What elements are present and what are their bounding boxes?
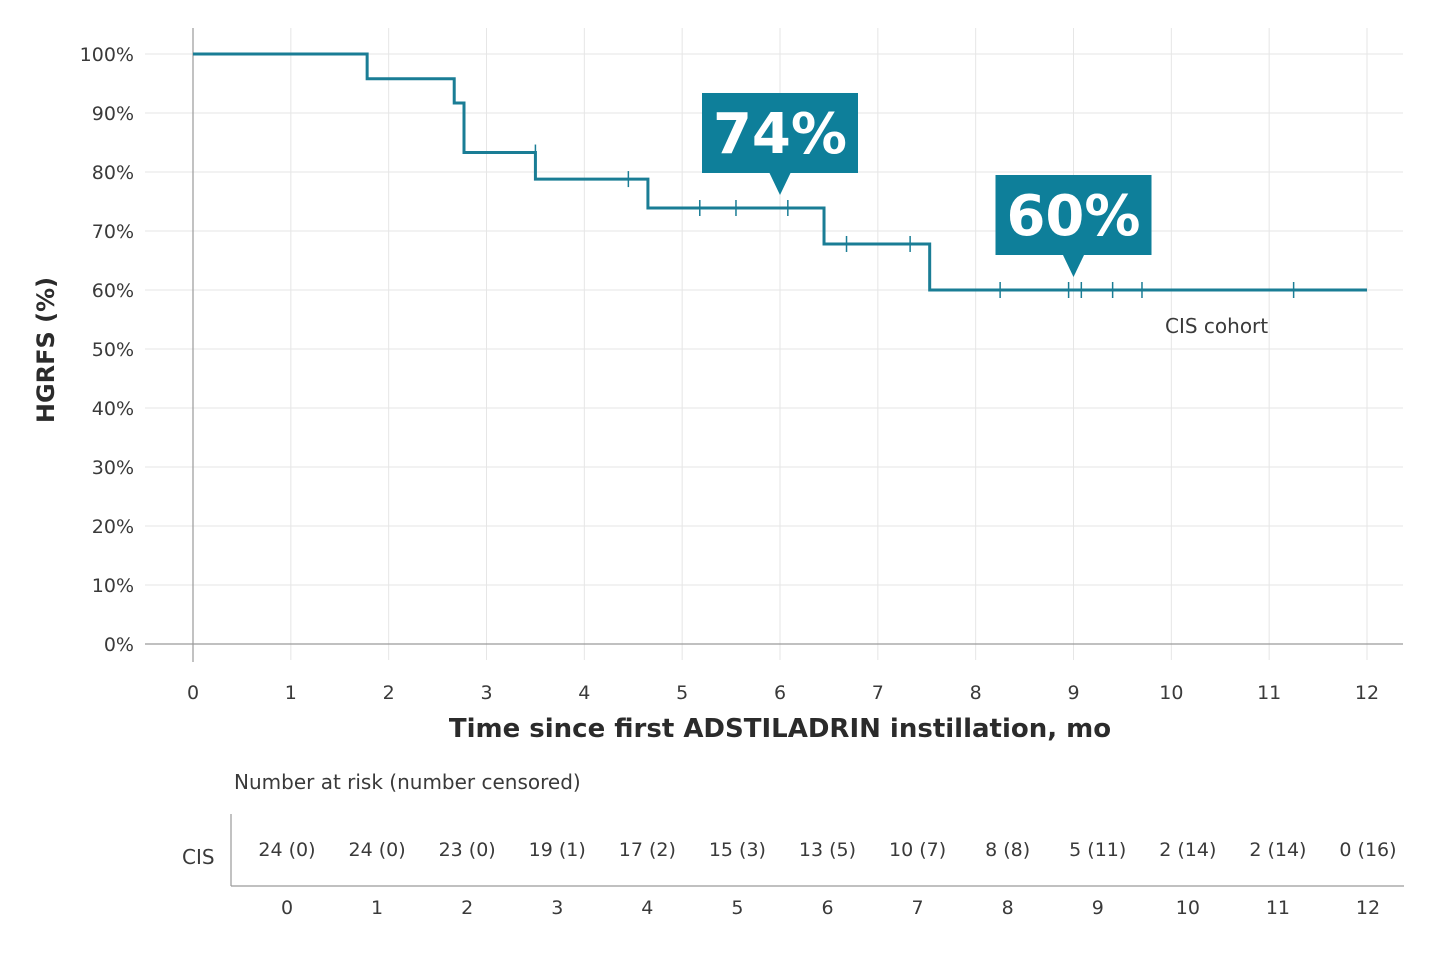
x-tick-label: 0 xyxy=(187,682,199,704)
y-tick-label: 40% xyxy=(92,398,134,420)
y-tick-label: 0% xyxy=(104,634,134,656)
risk-value: 2 (14) xyxy=(1249,839,1306,861)
callout-pointer xyxy=(769,171,791,195)
risk-time-tick: 12 xyxy=(1356,897,1380,919)
risk-time-tick: 2 xyxy=(461,897,473,919)
risk-value: 24 (0) xyxy=(349,839,406,861)
x-tick-label: 6 xyxy=(774,682,786,704)
callout-label: 60% xyxy=(1006,184,1140,249)
risk-value: 8 (8) xyxy=(985,839,1030,861)
km-step-line xyxy=(193,52,1367,292)
x-tick-label: 1 xyxy=(285,682,297,704)
risk-value: 23 (0) xyxy=(439,839,496,861)
y-tick-label: 100% xyxy=(80,44,134,66)
risk-time-tick: 11 xyxy=(1266,897,1290,919)
risk-table-title: Number at risk (number censored) xyxy=(234,770,581,794)
risk-value: 17 (2) xyxy=(619,839,676,861)
x-tick-label: 12 xyxy=(1355,682,1379,704)
callout-pointer xyxy=(1062,254,1085,277)
callout-box xyxy=(995,175,1152,255)
risk-time-tick: 9 xyxy=(1092,897,1104,919)
risk-value: 19 (1) xyxy=(529,839,586,861)
x-tick-label: 5 xyxy=(676,682,688,704)
callout-box xyxy=(702,92,858,173)
x-tick-label: 3 xyxy=(480,682,492,704)
risk-value: 0 (16) xyxy=(1339,839,1396,861)
risk-value: 24 (0) xyxy=(258,839,315,861)
risk-time-tick: 5 xyxy=(731,897,743,919)
x-ticks: 0 1 2 3 4 5 6 7 8 9 10 11 12 xyxy=(187,682,1379,704)
x-tick-label: 2 xyxy=(383,682,395,704)
risk-value: 13 (5) xyxy=(799,839,856,861)
callout-74pct: 74% xyxy=(702,92,858,195)
risk-time-tick: 7 xyxy=(912,897,924,919)
y-axis-label: HGRFS (%) xyxy=(32,277,60,423)
risk-time-tick: 3 xyxy=(551,897,563,919)
series xyxy=(193,52,1367,298)
risk-time-tick: 0 xyxy=(281,897,293,919)
y-tick-label: 60% xyxy=(92,280,134,302)
x-tick-label: 7 xyxy=(872,682,884,704)
axes xyxy=(145,28,1403,662)
risk-value: 2 (14) xyxy=(1159,839,1216,861)
risk-time-tick: 10 xyxy=(1176,897,1200,919)
risk-row-label: CIS xyxy=(182,845,215,869)
y-tick-label: 10% xyxy=(92,575,134,597)
y-tick-label: 30% xyxy=(92,457,134,479)
x-tick-label: 11 xyxy=(1257,682,1281,704)
x-axis-label: Time since first ADSTILADRIN instillatio… xyxy=(449,714,1111,744)
risk-value: 15 (3) xyxy=(709,839,766,861)
callout-label: 74% xyxy=(713,102,847,167)
y-tick-label: 80% xyxy=(92,162,134,184)
y-tick-label: 50% xyxy=(92,339,134,361)
y-tick-label: 20% xyxy=(92,516,134,538)
y-tick-label: 90% xyxy=(92,103,134,125)
x-tick-label: 4 xyxy=(578,682,590,704)
series-label-cis-cohort: CIS cohort xyxy=(1165,314,1268,338)
callouts: 74% 60% xyxy=(702,92,1152,277)
y-tick-label: 70% xyxy=(92,221,134,243)
risk-time-tick: 1 xyxy=(371,897,383,919)
x-tick-label: 8 xyxy=(970,682,982,704)
risk-table: Number at risk (number censored) CIS 24 … xyxy=(182,770,1404,919)
risk-value: 5 (11) xyxy=(1069,839,1126,861)
x-tick-label: 10 xyxy=(1159,682,1183,704)
risk-value: 10 (7) xyxy=(889,839,946,861)
callout-60pct: 60% xyxy=(995,175,1152,277)
x-tick-label: 9 xyxy=(1067,682,1079,704)
risk-time-tick: 8 xyxy=(1002,897,1014,919)
y-ticks: 0% 10% 20% 30% 40% 50% 60% 70% 80% 90% 100% xyxy=(80,44,134,656)
risk-time-tick: 6 xyxy=(821,897,833,919)
risk-time-tick: 4 xyxy=(641,897,653,919)
